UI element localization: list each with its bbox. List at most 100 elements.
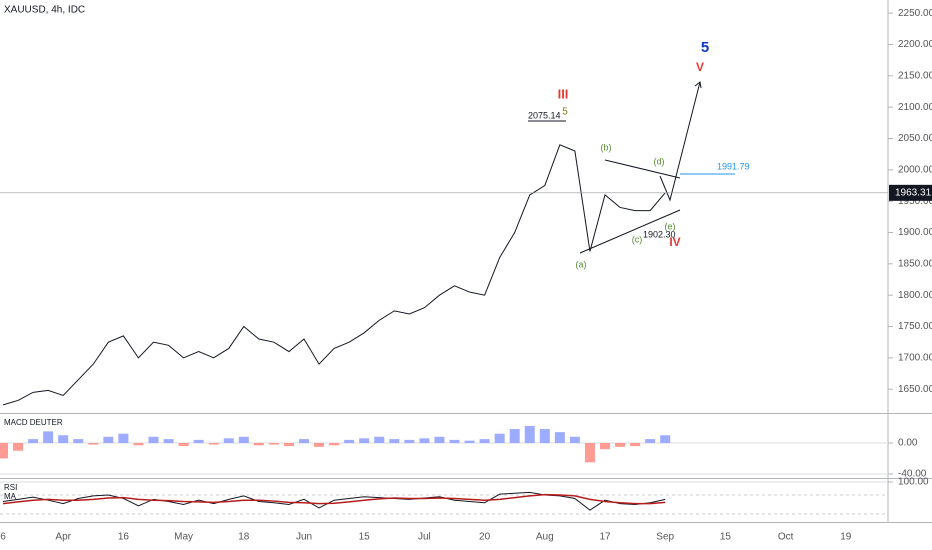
macd-bar (509, 429, 520, 443)
macd-bar (118, 433, 129, 443)
x-tick-label: Jun (296, 532, 312, 543)
macd-bar (344, 439, 355, 443)
macd-bar (359, 438, 370, 443)
macd-bar (494, 433, 505, 443)
y-tick-label: 0.00 (898, 438, 918, 449)
wave-label: IV (669, 235, 680, 249)
macd-bar (329, 442, 340, 446)
y-tick-label: 1800.00 (898, 290, 932, 301)
macd-bar (148, 436, 159, 443)
macd-bar (163, 439, 174, 443)
wave-label: 1902.30 (643, 229, 676, 239)
macd-bar (238, 436, 249, 443)
y-tick-label: 2100.00 (898, 102, 932, 113)
macd-bar (299, 439, 309, 443)
x-tick-label: May (174, 532, 193, 543)
y-tick-label: 2050.00 (898, 133, 932, 144)
y-tick-label: 1750.00 (898, 321, 932, 332)
y-tick-label: 1650.00 (898, 384, 932, 395)
y-tick-label: 1850.00 (898, 258, 932, 269)
wave-label: 5 (701, 39, 709, 56)
macd-bar (539, 429, 550, 443)
macd-bar (88, 442, 99, 445)
macd-bar (283, 442, 294, 447)
x-tick-label: Sep (656, 532, 674, 543)
macd-bar (0, 442, 8, 459)
macd-bar (103, 436, 114, 443)
macd-bar (434, 436, 445, 443)
macd-bar (404, 439, 415, 443)
macd-bar (223, 438, 234, 443)
macd-bar (524, 425, 535, 443)
macd-bar (58, 435, 69, 443)
x-tick-label: 17 (599, 532, 611, 543)
triangle-line (604, 159, 681, 179)
wave-label: 1991.79 (717, 161, 750, 171)
macd-bar (554, 432, 565, 443)
wave-label: (d) (654, 156, 665, 166)
x-tick-label: 16 (118, 532, 130, 543)
macd-bar (43, 431, 54, 443)
y-tick-label: 2000.00 (898, 164, 932, 175)
macd-bar (374, 436, 385, 443)
pane-title: RSI (4, 483, 17, 492)
macd-bar (389, 439, 400, 443)
y-tick-label: 2200.00 (898, 39, 932, 50)
price-tag (889, 184, 932, 201)
wave-label: (a) (576, 259, 587, 269)
y-tick-label: 2150.00 (898, 70, 932, 81)
macd-bar (314, 442, 325, 447)
chart-title: XAUUSD, 4h, IDC (4, 5, 85, 16)
x-tick-label: 19 (840, 532, 852, 543)
x-tick-label: Aug (536, 532, 554, 543)
macd-bar (268, 442, 279, 445)
wave-label: III (558, 86, 569, 101)
x-tick-label: Apr (55, 532, 71, 543)
macd-bar (569, 436, 580, 443)
y-tick-label: -40.00 (898, 469, 927, 480)
macd-bar (28, 439, 39, 443)
wave-label: (c) (632, 234, 643, 244)
wave-label: 2075.14 (528, 110, 561, 120)
macd-bar (479, 439, 490, 443)
macd-bar (208, 442, 219, 445)
macd-bar (660, 435, 671, 443)
macd-bar (73, 439, 84, 443)
series-line (2, 144, 666, 406)
triangle-line (579, 209, 681, 254)
macd-bar (630, 442, 641, 447)
macd-bar (419, 438, 430, 443)
wave-label: (e) (665, 221, 676, 231)
macd-bar (449, 439, 460, 443)
x-tick-label: 20 (479, 532, 491, 543)
projection-arrow (659, 81, 701, 202)
arrow-head (694, 81, 702, 89)
pane-title: MACD DEUTER (4, 418, 63, 427)
macd-bar (645, 439, 656, 443)
wave-label: (b) (601, 142, 612, 152)
macd-bar (615, 442, 626, 447)
wave-label: V (696, 60, 704, 74)
y-tick-label: 1900.00 (898, 227, 932, 238)
y-tick-label: 100.00 (898, 477, 929, 488)
x-tick-label: 6 (0, 532, 6, 543)
legend-entry: MA (4, 492, 17, 501)
wave-label: 5 (562, 107, 568, 118)
x-tick-label: Oct (778, 532, 794, 543)
y-tick-label: 2250.00 (898, 8, 932, 19)
macd-bar (600, 442, 610, 450)
y-tick-label: 1700.00 (898, 352, 932, 363)
macd-bar (584, 442, 595, 463)
macd-bar (193, 439, 204, 443)
x-tick-label: 15 (720, 532, 732, 543)
y-tick-label: 1950.00 (898, 196, 932, 207)
macd-bar (133, 442, 144, 446)
x-tick-label: 15 (359, 532, 371, 543)
macd-bar (13, 442, 24, 451)
x-tick-label: 18 (238, 532, 250, 543)
macd-bar (464, 440, 475, 443)
series-line (2, 493, 666, 505)
price-tag-label: 1963.31 (895, 187, 932, 198)
macd-bar (253, 442, 264, 446)
